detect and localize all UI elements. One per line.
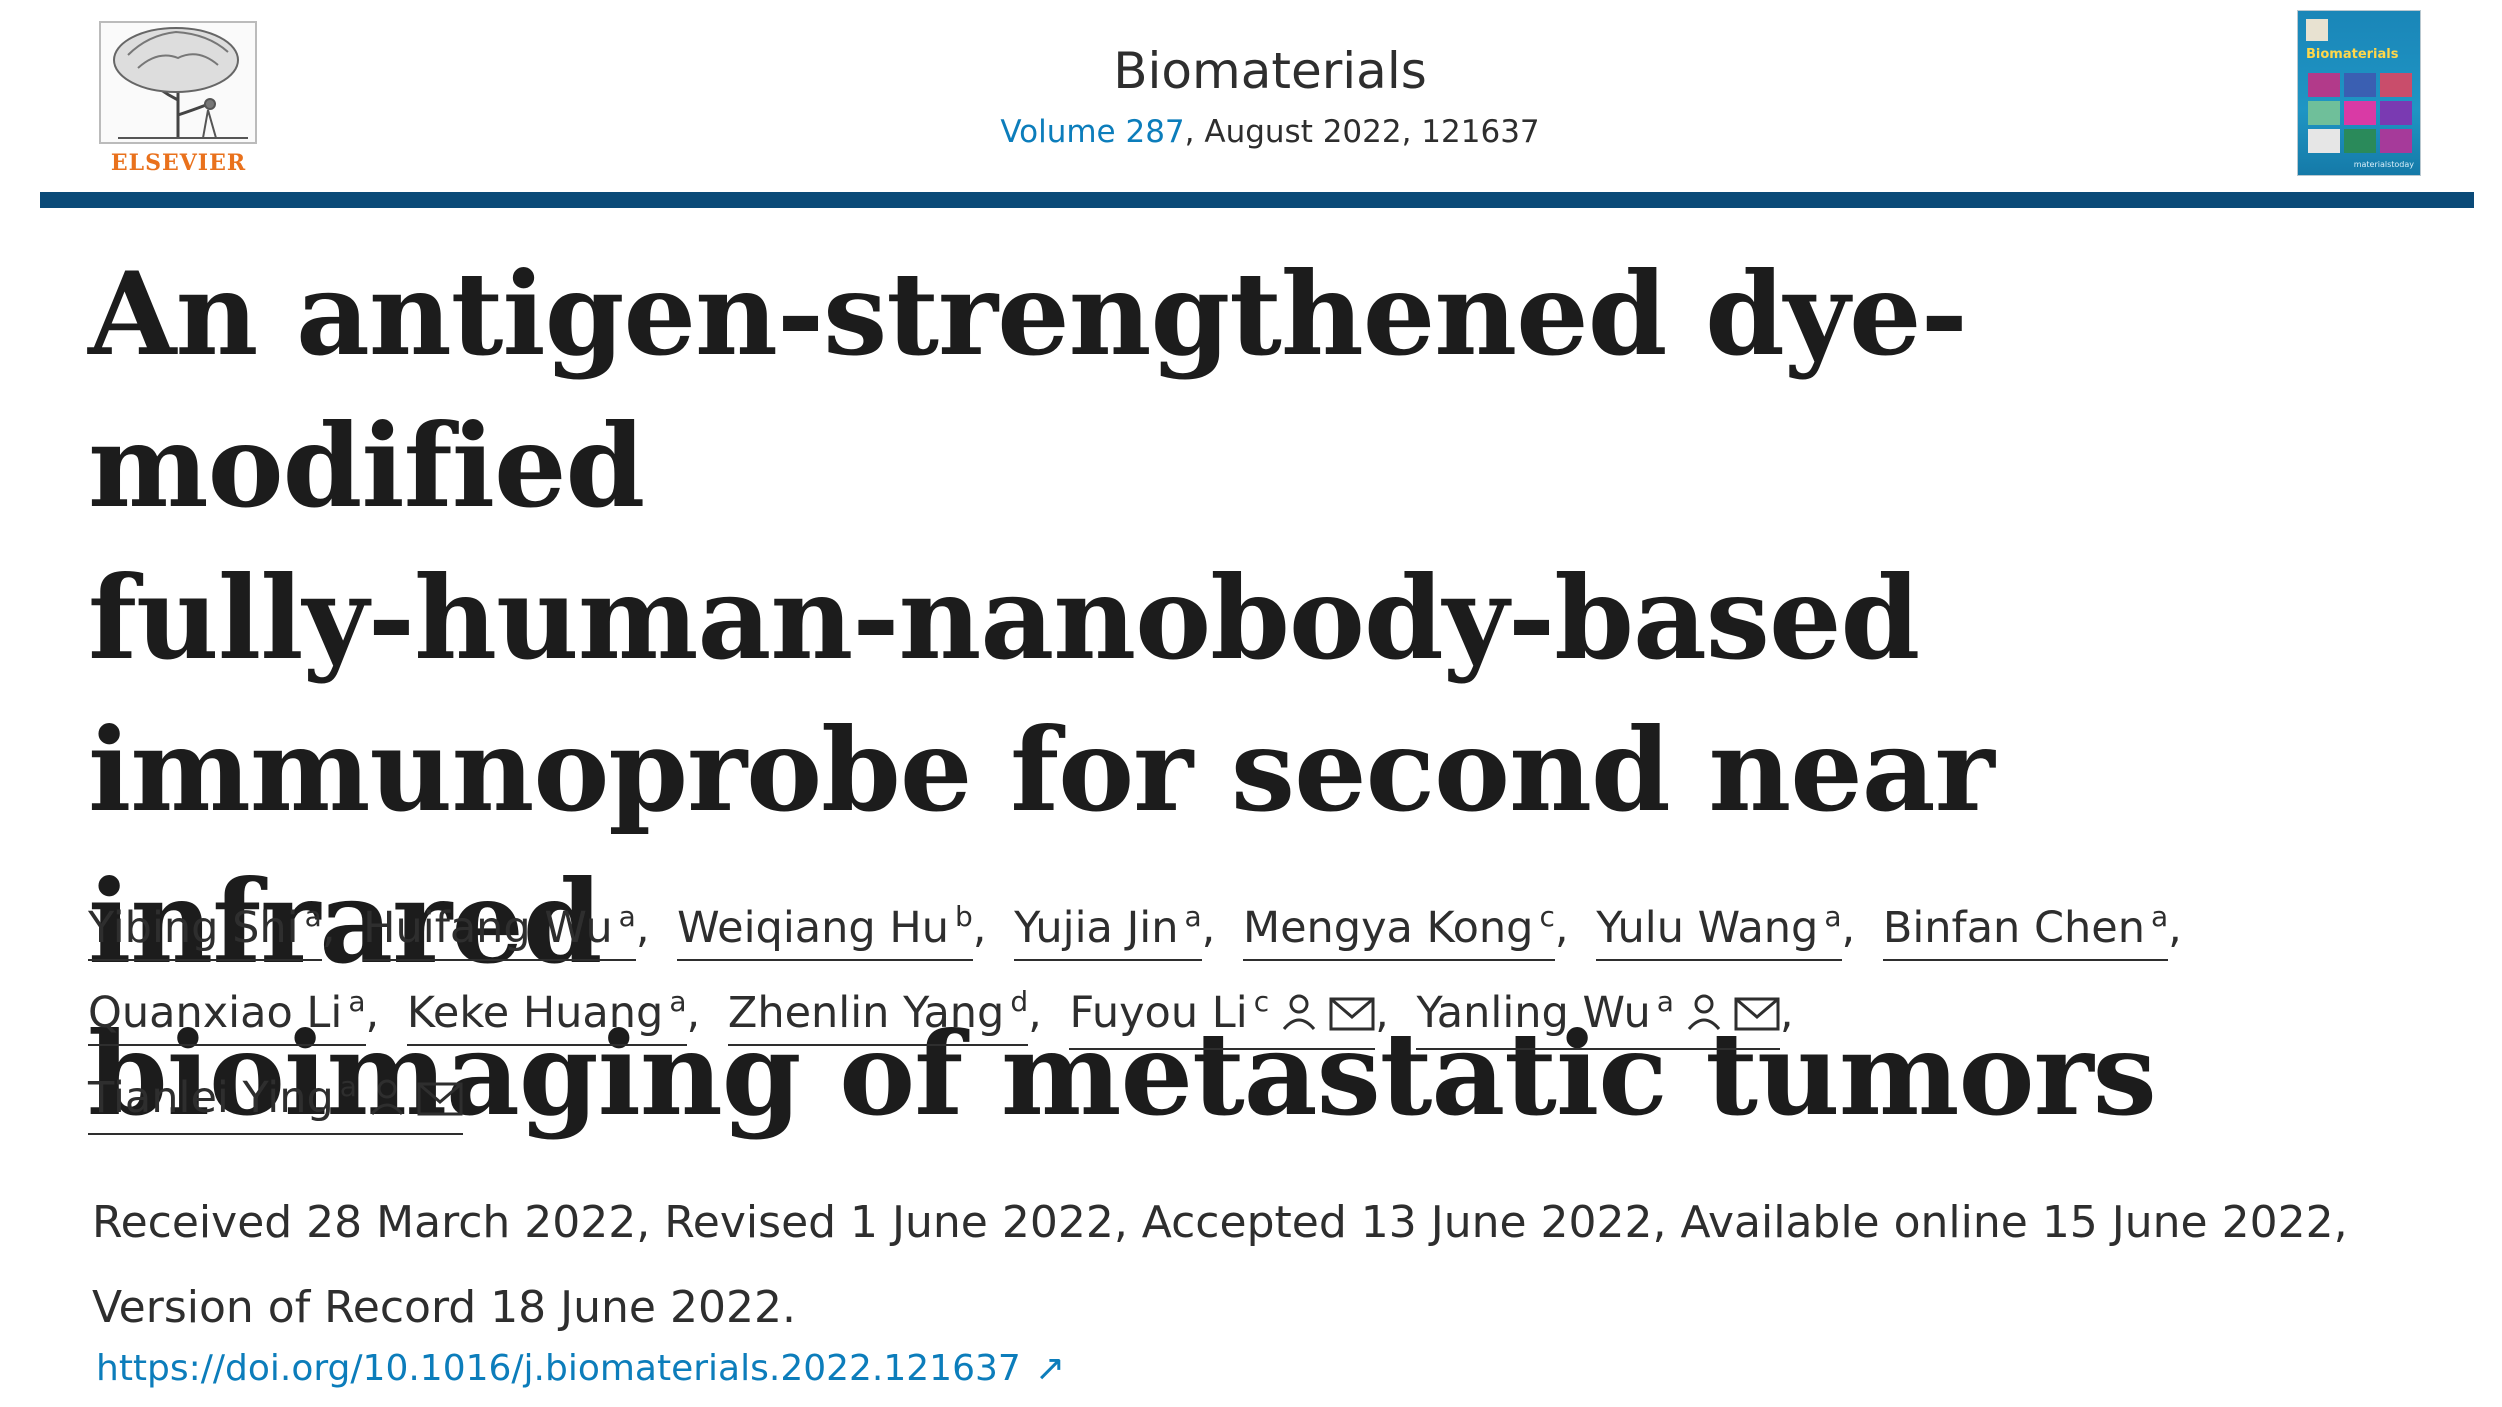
author-separator: , (1375, 988, 1389, 1038)
journal-title[interactable]: Biomaterials (1113, 42, 1427, 100)
journal-header: ELSEVIER Biomaterials Volume 287, August… (40, 0, 2474, 208)
email-icon (417, 1071, 463, 1133)
author-separator: , (686, 988, 701, 1038)
affiliation-marker: a (669, 985, 687, 1018)
affiliation-marker: c (1253, 985, 1270, 1018)
author-separator: , (365, 988, 380, 1038)
doi-text: https://doi.org/10.1016/j.biomaterials.2… (96, 1348, 1021, 1389)
author-separator: , (2168, 903, 2182, 953)
volume-link[interactable]: Volume 287 (1000, 114, 1185, 150)
history-line: Received 28 March 2022, Revised 1 June 2… (92, 1197, 2348, 1248)
author-link[interactable]: Yibing Shi a (88, 886, 322, 961)
author-link[interactable]: Yujia Jin a (1014, 886, 1202, 961)
author-separator: , (1554, 903, 1569, 953)
affiliation-marker: b (954, 900, 973, 933)
author-separator: , (1841, 903, 1856, 953)
affiliation-marker: a (339, 1070, 357, 1103)
author-name: Keke Huang (406, 988, 664, 1038)
author-link[interactable]: Zhenlin Yang d (727, 971, 1029, 1046)
author-link[interactable]: Quanxiao Li a (88, 971, 366, 1046)
issue-details: , August 2022, 121637 (1184, 114, 1540, 150)
author-link[interactable]: Binfan Chen a (1882, 886, 2169, 961)
author-name: Yanling Wu (1416, 988, 1651, 1038)
affiliation-marker: a (2150, 900, 2169, 933)
author-name: Yujia Jin (1014, 903, 1179, 953)
volume-line: Volume 287, August 2022, 121637 (40, 114, 2500, 150)
affiliation-marker: a (618, 900, 636, 933)
author-name: Huifang Wu (363, 903, 613, 953)
email-icon (1329, 986, 1375, 1048)
author-separator: , (1028, 988, 1042, 1038)
author-list: Yibing Shi a, Huifang Wu a, Weiqiang Hu b, … (88, 886, 2448, 1141)
title-line: An antigen-strengthened dye-modified (88, 247, 1968, 533)
elsevier-tree-logo (99, 21, 257, 144)
history-line: Version of Record 18 June 2022. (92, 1282, 796, 1333)
author-link[interactable]: Yanling Wu a (1416, 971, 1780, 1050)
affiliation-marker: a (1824, 900, 1842, 933)
author-separator: , (1779, 988, 1794, 1038)
doi-link[interactable]: https://doi.org/10.1016/j.biomaterials.2… (96, 1348, 1065, 1389)
author-name: Mengya Kong (1242, 903, 1534, 953)
affiliation-marker: a (348, 985, 366, 1018)
author-name: Fuyou Li (1069, 988, 1248, 1038)
author-separator: , (321, 903, 336, 953)
author-link[interactable]: Yulu Wang a (1596, 886, 1842, 961)
title-line: bioimaging of metastatic tumors (88, 1007, 2157, 1141)
publisher-name: ELSEVIER (110, 150, 247, 176)
affiliation-marker: a (1184, 900, 1202, 933)
author-name: Binfan Chen (1882, 903, 2145, 953)
cover-footer: materialstoday (2353, 160, 2414, 169)
author-link[interactable]: Mengya Kong c (1242, 886, 1555, 961)
journal-cover-thumbnail[interactable]: Biomaterials materialstoday (2297, 10, 2421, 176)
header-divider (40, 192, 2474, 208)
person-icon (1684, 986, 1724, 1048)
elsevier-logo[interactable]: ELSEVIER (86, 20, 271, 176)
email-icon (1734, 986, 1780, 1048)
person-icon (367, 1071, 407, 1133)
author-name: Quanxiao Li (88, 988, 343, 1038)
title-line: fully-human-nanobody-based (88, 551, 1920, 685)
external-link-icon: ↗ (1034, 1348, 1065, 1389)
author-name: Zhenlin Yang (727, 988, 1005, 1038)
publication-history: Received 28 March 2022, Revised 1 June 2… (92, 1180, 2492, 1350)
affiliation-marker: a (304, 900, 322, 933)
affiliation-marker: c (1539, 900, 1555, 933)
author-separator: , (635, 903, 650, 953)
author-link[interactable]: Keke Huang a (406, 971, 687, 1046)
title-line: immunoprobe for second near infrared (88, 703, 1995, 989)
author-link[interactable]: Huifang Wu a (363, 886, 636, 961)
affiliation-marker: d (1010, 985, 1029, 1018)
author-link[interactable]: Tianlei Ying a (88, 1056, 463, 1135)
author-name: Yibing Shi (88, 903, 299, 953)
cover-title: Biomaterials (2306, 47, 2399, 62)
cover-image-grid (2308, 73, 2412, 153)
author-name: Tianlei Ying (88, 1073, 334, 1123)
author-name: Yulu Wang (1596, 903, 1819, 953)
author-separator: , (1201, 903, 1216, 953)
person-icon (1279, 986, 1319, 1048)
affiliation-marker: a (1656, 985, 1674, 1018)
journal-info: Biomaterials Volume 287, August 2022, 12… (40, 38, 2500, 150)
cover-publisher-mark (2306, 19, 2328, 41)
author-link[interactable]: Fuyou Li c (1069, 971, 1376, 1050)
article-title: An antigen-strengthened dye-modified ful… (88, 238, 2388, 1150)
author-separator: , (972, 903, 987, 953)
author-name: Weiqiang Hu (677, 903, 949, 953)
author-link[interactable]: Weiqiang Hu b (677, 886, 973, 961)
